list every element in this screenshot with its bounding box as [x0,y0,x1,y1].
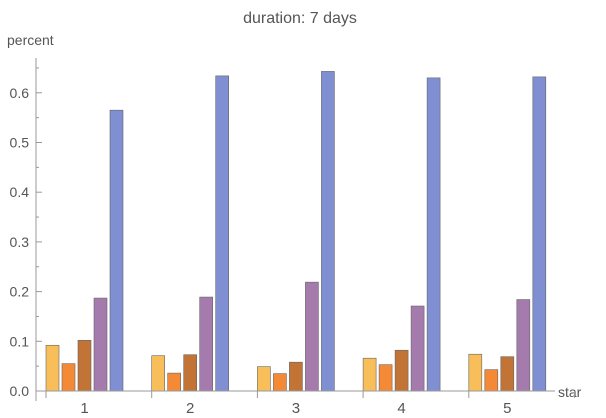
bars-layer [45,71,547,392]
x-tick-label: 5 [503,400,511,417]
bar-group-2-series-4 [199,296,213,392]
bar-group-3-series-1 [257,366,271,392]
bar-group-5-series-2 [484,369,499,392]
x-tick-label: 1 [80,400,88,417]
bar-group-1-series-3 [77,340,92,392]
bar-group-1-series-1 [45,344,60,392]
y-tick-label: 0.4 [10,184,30,200]
y-tick-label: 0.5 [10,134,30,150]
bar-group-2-series-2 [167,372,181,392]
bar-group-3-series-5 [321,71,335,392]
chart-title: duration: 7 days [243,10,357,27]
y-tick-label: 0.1 [10,333,30,349]
bar-group-2-series-3 [183,354,197,392]
bar-group-5-series-5 [532,76,547,392]
x-axis-label: star [558,384,582,400]
y-axis-label: percent [7,32,54,48]
bar-group-2-series-5 [215,75,229,392]
bar-group-1-series-5 [109,109,124,392]
bar-group-4-series-3 [394,349,409,392]
y-tick-label: 0.6 [10,85,30,101]
x-tick-label: 4 [397,400,405,417]
bar-group-4-series-4 [410,305,425,392]
bar-group-3-series-3 [289,361,303,392]
x-tick-label: 2 [186,400,194,417]
bar-group-2-series-1 [151,355,165,392]
x-tick-label: 3 [292,400,300,417]
bar-group-5-series-3 [500,356,515,392]
bar-group-5-series-4 [516,299,531,392]
axes-layer: 0.0 0.1 0.2 0.3 0.4 0.5 0.6 1 2 3 4 5 [10,58,575,417]
bar-group-5-series-1 [468,353,483,392]
bar-group-1-series-2 [61,363,76,392]
bar-group-4-series-2 [378,364,393,392]
y-tick-label: 0.3 [10,234,30,250]
bar-group-4-series-5 [426,77,441,392]
bar-group-3-series-4 [305,281,319,392]
y-tick-label: 0.2 [10,284,30,300]
y-tick-label: 0.0 [10,383,30,399]
bar-group-1-series-4 [93,297,108,392]
bar-group-3-series-2 [273,373,287,392]
bar-group-4-series-1 [362,357,377,392]
